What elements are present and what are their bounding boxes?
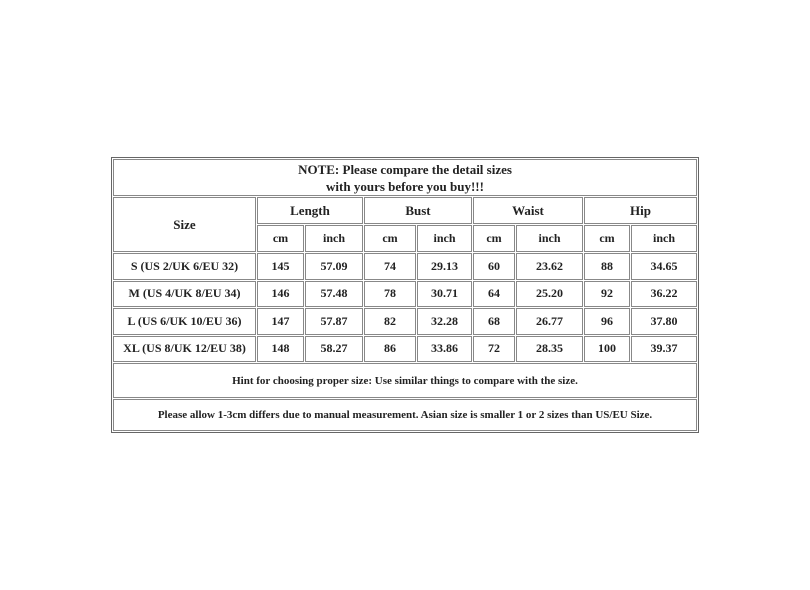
value-cell: 72	[473, 335, 515, 362]
value-cell: 26.77	[516, 308, 583, 335]
size-cell: L (US 6/UK 10/EU 36)	[113, 308, 256, 335]
allow-text: Please allow 1-3cm differs due to manual…	[113, 399, 698, 431]
value-cell: 86	[364, 335, 416, 362]
hip-header: Hip	[584, 197, 698, 224]
unit-header: cm	[364, 225, 416, 252]
unit-header: inch	[305, 225, 363, 252]
value-cell: 32.28	[417, 308, 472, 335]
unit-header: inch	[516, 225, 583, 252]
table-row: XL (US 8/UK 12/EU 38) 148 58.27 86 33.86 72 28…	[113, 335, 698, 362]
value-cell: 96	[584, 308, 630, 335]
value-cell: 34.65	[631, 253, 698, 280]
unit-header: inch	[417, 225, 472, 252]
value-cell: 57.09	[305, 253, 363, 280]
size-cell: XL (US 8/UK 12/EU 38)	[113, 335, 256, 362]
value-cell: 36.22	[631, 280, 698, 307]
value-cell: 39.37	[631, 335, 698, 362]
value-cell: 147	[257, 308, 304, 335]
value-cell: 146	[257, 280, 304, 307]
value-cell: 25.20	[516, 280, 583, 307]
note-cell: NOTE: Please compare the detail sizes wi…	[113, 159, 698, 196]
table-row: L (US 6/UK 10/EU 36) 147 57.87 82 32.28 68 26.…	[113, 308, 698, 335]
value-cell: 37.80	[631, 308, 698, 335]
value-cell: 100	[584, 335, 630, 362]
table-row: M (US 4/UK 8/EU 34) 146 57.48 78 30.71 64 25.2…	[113, 280, 698, 307]
size-chart-table: NOTE: Please compare the detail sizes wi…	[111, 157, 700, 433]
value-cell: 58.27	[305, 335, 363, 362]
unit-header: cm	[584, 225, 630, 252]
unit-header: cm	[473, 225, 515, 252]
value-cell: 30.71	[417, 280, 472, 307]
note-line-2: with yours before you buy!!!	[326, 178, 484, 194]
table-row: S (US 2/UK 6/EU 32) 145 57.09 74 29.13 60 23.6…	[113, 253, 698, 280]
waist-header: Waist	[473, 197, 583, 224]
value-cell: 57.87	[305, 308, 363, 335]
value-cell: 28.35	[516, 335, 583, 362]
unit-header: inch	[631, 225, 698, 252]
size-header: Size	[113, 197, 256, 252]
value-cell: 74	[364, 253, 416, 280]
value-cell: 88	[584, 253, 630, 280]
value-cell: 145	[257, 253, 304, 280]
value-cell: 33.86	[417, 335, 472, 362]
bust-header: Bust	[364, 197, 472, 224]
value-cell: 64	[473, 280, 515, 307]
value-cell: 23.62	[516, 253, 583, 280]
size-cell: M (US 4/UK 8/EU 34)	[113, 280, 256, 307]
note-line-1: NOTE: Please compare the detail sizes	[298, 161, 512, 177]
value-cell: 78	[364, 280, 416, 307]
length-header: Length	[257, 197, 363, 224]
value-cell: 29.13	[417, 253, 472, 280]
size-cell: S (US 2/UK 6/EU 32)	[113, 253, 256, 280]
value-cell: 68	[473, 308, 515, 335]
value-cell: 92	[584, 280, 630, 307]
value-cell: 60	[473, 253, 515, 280]
value-cell: 148	[257, 335, 304, 362]
value-cell: 57.48	[305, 280, 363, 307]
hint-text: Hint for choosing proper size: Use simil…	[113, 363, 698, 398]
unit-header: cm	[257, 225, 304, 252]
value-cell: 82	[364, 308, 416, 335]
